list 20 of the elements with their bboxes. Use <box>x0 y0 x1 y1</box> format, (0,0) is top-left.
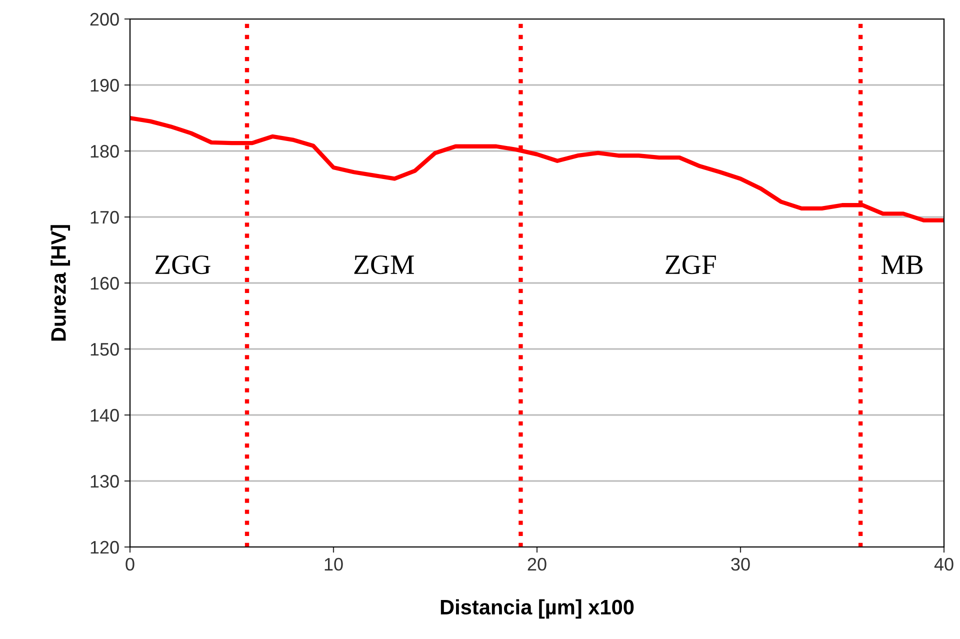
y-tick-label: 140 <box>90 408 119 422</box>
y-tick-label: 120 <box>90 540 119 554</box>
annotation: ZGM <box>354 255 414 274</box>
y-tick-label: 170 <box>90 210 119 224</box>
x-tick-label: 30 <box>731 558 750 571</box>
x-tick-label: 0 <box>126 558 134 571</box>
y-tick-label: 200 <box>90 12 119 26</box>
y-tick-label: 160 <box>90 276 119 290</box>
annotation: ZGF <box>666 255 716 274</box>
x-tick-label: 10 <box>324 558 343 571</box>
y-tick-label: 130 <box>90 474 119 488</box>
annotation: ZGG <box>155 255 210 274</box>
x-tick-label: 20 <box>528 558 546 571</box>
y-tick-label: 190 <box>90 78 119 92</box>
annotation: MB <box>881 256 923 274</box>
x-axis-title: Distancia [µm] x100 <box>440 599 634 619</box>
y-axis-title: Dureza [HV] <box>50 225 70 341</box>
y-tick-label: 150 <box>90 342 119 356</box>
x-tick-label: 40 <box>934 558 954 571</box>
y-tick-label: 180 <box>90 144 119 158</box>
